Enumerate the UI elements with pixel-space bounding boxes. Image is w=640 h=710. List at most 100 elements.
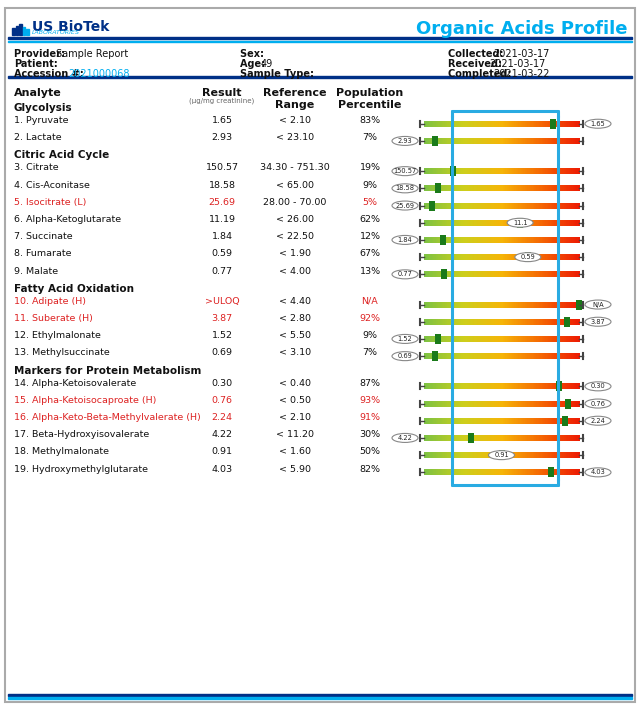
- Bar: [524, 469, 525, 475]
- Bar: [482, 417, 484, 424]
- Bar: [545, 202, 547, 209]
- Bar: [554, 400, 556, 407]
- Bar: [509, 254, 511, 260]
- Bar: [479, 237, 481, 243]
- Bar: [456, 121, 458, 127]
- Bar: [522, 168, 524, 174]
- Bar: [536, 353, 538, 359]
- Bar: [451, 452, 453, 458]
- Bar: [435, 336, 436, 342]
- Bar: [455, 202, 457, 209]
- Bar: [531, 435, 533, 441]
- Bar: [498, 383, 499, 389]
- Bar: [550, 271, 552, 278]
- Bar: [504, 121, 506, 127]
- Bar: [539, 383, 541, 389]
- Bar: [572, 254, 573, 260]
- Bar: [487, 353, 489, 359]
- Text: < 2.80: < 2.80: [279, 314, 311, 323]
- Bar: [476, 383, 477, 389]
- Bar: [569, 138, 570, 144]
- Bar: [529, 400, 531, 407]
- Bar: [511, 417, 513, 424]
- Bar: [520, 302, 522, 307]
- Bar: [490, 121, 492, 127]
- Bar: [544, 271, 546, 278]
- Bar: [540, 302, 542, 307]
- Bar: [515, 417, 516, 424]
- Bar: [446, 319, 448, 324]
- Bar: [479, 202, 481, 209]
- Bar: [456, 353, 458, 359]
- Bar: [436, 185, 437, 191]
- Bar: [535, 319, 537, 324]
- Text: 1.52: 1.52: [211, 331, 232, 340]
- Bar: [518, 254, 520, 260]
- Bar: [539, 452, 541, 458]
- Bar: [520, 202, 522, 209]
- Bar: [483, 469, 485, 475]
- Bar: [449, 202, 451, 209]
- Bar: [454, 168, 456, 174]
- Bar: [440, 138, 442, 144]
- Bar: [497, 435, 498, 441]
- Bar: [432, 138, 433, 144]
- Bar: [526, 237, 528, 243]
- Bar: [487, 302, 489, 307]
- Bar: [566, 254, 568, 260]
- Bar: [446, 138, 448, 144]
- Bar: [518, 302, 520, 307]
- Bar: [561, 121, 563, 127]
- Bar: [436, 417, 437, 424]
- Bar: [444, 400, 445, 407]
- Bar: [534, 383, 536, 389]
- Bar: [573, 336, 574, 342]
- Bar: [467, 168, 468, 174]
- Bar: [512, 254, 514, 260]
- Bar: [568, 319, 569, 324]
- Bar: [467, 254, 468, 260]
- Bar: [460, 138, 462, 144]
- Bar: [428, 319, 429, 324]
- Bar: [491, 336, 493, 342]
- Bar: [554, 383, 556, 389]
- Bar: [566, 121, 568, 127]
- Bar: [467, 121, 468, 127]
- Bar: [577, 383, 578, 389]
- Text: 19. Hydroxymethylglutarate: 19. Hydroxymethylglutarate: [14, 464, 148, 474]
- Bar: [500, 121, 502, 127]
- Bar: [479, 400, 481, 407]
- Bar: [531, 302, 533, 307]
- Bar: [460, 400, 462, 407]
- Bar: [521, 435, 523, 441]
- Bar: [516, 353, 518, 359]
- Bar: [487, 121, 489, 127]
- Bar: [573, 202, 574, 209]
- Bar: [526, 417, 528, 424]
- Bar: [574, 417, 575, 424]
- Text: 5. Isocitrate (L): 5. Isocitrate (L): [14, 198, 86, 207]
- Bar: [449, 452, 451, 458]
- Bar: [566, 452, 568, 458]
- Bar: [564, 254, 566, 260]
- Bar: [450, 319, 452, 324]
- Bar: [450, 383, 452, 389]
- Bar: [564, 202, 566, 209]
- Bar: [535, 336, 537, 342]
- Bar: [532, 237, 534, 243]
- Bar: [532, 319, 534, 324]
- Bar: [487, 271, 489, 278]
- Bar: [482, 336, 484, 342]
- Bar: [424, 417, 426, 424]
- Bar: [446, 185, 448, 191]
- Bar: [518, 383, 520, 389]
- Bar: [558, 185, 560, 191]
- Bar: [535, 185, 537, 191]
- Text: Sample Report: Sample Report: [56, 49, 128, 59]
- Bar: [520, 237, 522, 243]
- Bar: [438, 121, 440, 127]
- Bar: [508, 138, 509, 144]
- Bar: [548, 121, 550, 127]
- Bar: [426, 383, 427, 389]
- Bar: [447, 237, 449, 243]
